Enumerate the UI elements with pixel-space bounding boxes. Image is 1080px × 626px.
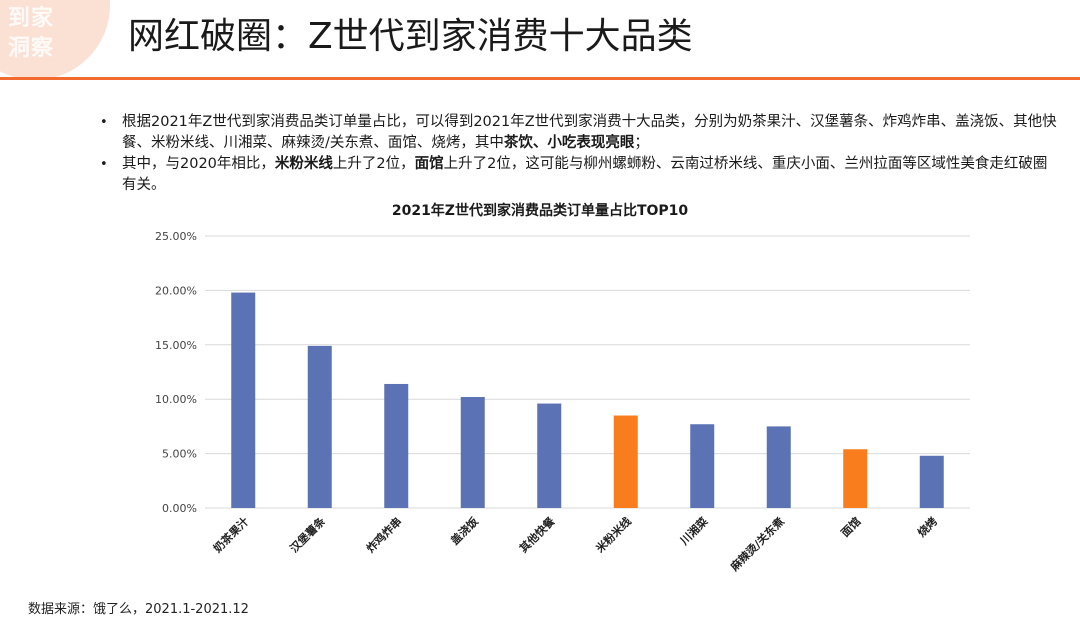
- page-title: 网红破圈：Z世代到家消费十大品类: [128, 16, 693, 57]
- bullet-2-highlight-2: 面馆: [414, 156, 444, 172]
- chart-title: 2021年Z世代到家消费品类订单量占比TOP10: [391, 203, 689, 219]
- x-tick-label: 川湘菜: [676, 514, 711, 549]
- y-tick-label: 15.00%: [155, 339, 197, 352]
- bar: [690, 424, 715, 508]
- logo: 到家 洞察: [8, 4, 54, 64]
- x-tick-label: 米粉米线: [592, 514, 634, 556]
- bar: [384, 383, 409, 508]
- y-axis-ticks: 0.00% 5.00% 10.00% 15.00% 20.00% 25.00%: [155, 230, 197, 515]
- x-tick-label: 其他快餐: [516, 514, 558, 556]
- x-tick-label: 烧烤: [914, 514, 939, 539]
- x-tick-label: 盖浇饭: [448, 514, 481, 547]
- bullet-1-tail: ；: [634, 135, 649, 151]
- bullet-2-pre: 其中，与2020年相比，: [122, 156, 275, 172]
- y-tick-label: 25.00%: [155, 230, 197, 243]
- bar: [766, 426, 791, 508]
- logo-line-2: 洞察: [8, 36, 55, 61]
- bullet-1-text: 根据2021年Z世代到家消费品类订单量占比，可以得到2021年Z世代到家消费十大…: [122, 114, 1057, 151]
- y-tick-label: 10.00%: [155, 393, 197, 406]
- summary-bullets: 根据2021年Z世代到家消费品类订单量占比，可以得到2021年Z世代到家消费十大…: [100, 112, 1060, 196]
- y-tick-label: 20.00%: [155, 284, 197, 297]
- gridlines: [205, 235, 970, 509]
- bar: [843, 449, 868, 508]
- bullet-1: 根据2021年Z世代到家消费品类订单量占比，可以得到2021年Z世代到家消费十大…: [100, 112, 1060, 154]
- x-tick-label: 面馆: [838, 514, 863, 539]
- y-tick-label: 0.00%: [162, 502, 197, 515]
- bar: [231, 292, 256, 508]
- bar: [537, 403, 562, 508]
- bars: [231, 292, 944, 508]
- x-tick-label: 麻辣烫/关东煮: [727, 514, 787, 574]
- bullet-1-highlight: 茶饮、小吃表现亮眼: [503, 135, 635, 151]
- bar: [460, 397, 485, 508]
- bullet-2-tail: 上升了2位，这可能与柳州螺蛳粉、云南过桥米线、重庆小面、兰州拉面等区域性美食走红…: [122, 156, 1048, 193]
- bullet-2-highlight-1: 米粉米线: [274, 156, 333, 172]
- bullet-2: 其中，与2020年相比，米粉米线上升了2位，面馆上升了2位，这可能与柳州螺蛳粉、…: [100, 154, 1060, 196]
- x-axis-ticks: 奶茶果汁 汉堡薯条 炸鸡炸串 盖浇饭 其他快餐 米粉米线 川湘菜 麻辣烫/关东煮 面馆 烧烤: [210, 514, 940, 575]
- x-tick-label: 炸鸡炸串: [363, 514, 404, 555]
- logo-line-1: 到家: [8, 6, 55, 31]
- x-tick-label: 奶茶果汁: [210, 514, 251, 555]
- y-tick-label: 5.00%: [162, 448, 197, 461]
- bullet-2-mid: 上升了2位，: [332, 156, 415, 172]
- bar: [307, 345, 332, 508]
- bar: [919, 455, 944, 508]
- bar: [613, 415, 638, 508]
- data-source-note: 数据来源：饿了么，2021.1-2021.12: [28, 602, 249, 617]
- title-divider: [0, 77, 1080, 80]
- x-tick-label: 汉堡薯条: [287, 514, 329, 556]
